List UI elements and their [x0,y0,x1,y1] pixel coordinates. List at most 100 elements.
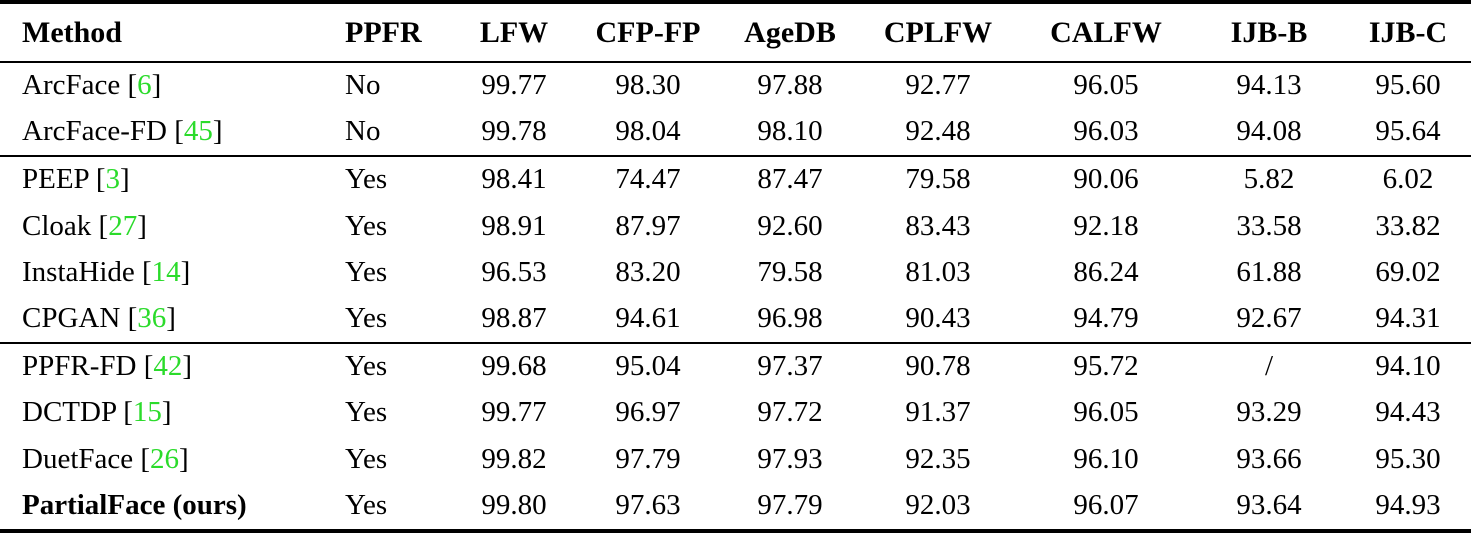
score-cell: 83.20 [615,255,681,288]
score-cell: 94.79 [1073,302,1139,335]
table-header: Method PPFR LFW CFP-FP AgeDB CPLFW CALFW IJB-B I… [0,2,1471,62]
score-cell: 90.06 [1073,163,1139,196]
score-cell: 6.02 [1382,163,1434,196]
column-header-method: Method [22,16,122,49]
score-cell: 99.82 [481,442,547,475]
score-cell: 92.67 [1236,302,1302,335]
score-cell: 61.88 [1236,255,1302,288]
score-cell: 98.10 [757,115,823,148]
column-header-cfp-fp: CFP-FP [595,16,701,49]
citation-link[interactable]: 15 [132,396,162,429]
method-name: PartialFace (ours) [22,488,247,521]
score-cell: 92.77 [905,69,971,102]
ppfr-cell: Yes [345,302,388,335]
citation-link[interactable]: 14 [151,255,181,288]
score-cell: 79.58 [905,163,971,196]
method-name: CPGAN [22,302,121,335]
score-cell: 94.10 [1375,350,1441,383]
method-cell: InstaHide [14] [22,255,191,288]
table-row: PartialFace (ours) Yes 99.80 97.63 97.79 92.0… [0,483,1471,531]
score-cell: 95.04 [615,350,681,383]
score-cell: 33.82 [1375,209,1441,242]
ppfr-cell: No [345,115,381,148]
score-cell: 81.03 [905,255,971,288]
column-header-calfw: CALFW [1050,16,1162,49]
table-group-3: PPFR-FD [42] Yes 99.68 95.04 97.37 90.78 95.72… [0,343,1471,531]
method-cell: PEEP [3] [22,163,130,196]
score-cell: 97.37 [757,350,823,383]
score-cell: 90.43 [905,302,971,335]
table-group-1: ArcFace [6] No 99.77 98.30 97.88 92.77 96.05 94… [0,62,1471,156]
table-group-2: PEEP [3] Yes 98.41 74.47 87.47 79.58 90.06 5.82… [0,156,1471,343]
score-cell: 93.64 [1236,488,1302,521]
score-cell: 96.07 [1073,488,1139,521]
column-header-ijb-b: IJB-B [1230,16,1308,49]
score-cell: 98.30 [615,69,681,102]
score-cell: 98.04 [615,115,681,148]
ppfr-cell: Yes [345,488,388,521]
table-row: PEEP [3] Yes 98.41 74.47 87.47 79.58 90.06 5.82… [0,156,1471,203]
method-name: InstaHide [22,255,135,288]
score-cell: 95.72 [1073,350,1139,383]
score-cell: 93.29 [1236,396,1302,429]
score-cell: 99.77 [481,69,547,102]
score-cell: 99.68 [481,350,547,383]
score-cell: 95.30 [1375,442,1441,475]
score-cell: 83.43 [905,209,971,242]
score-cell: 98.41 [481,163,547,196]
score-cell: 79.58 [757,255,823,288]
header-row: Method PPFR LFW CFP-FP AgeDB CPLFW CALFW IJB-B I… [0,2,1471,62]
column-header-agedb: AgeDB [744,16,836,49]
score-cell: 33.58 [1236,209,1302,242]
citation-link[interactable]: 3 [105,163,121,196]
citation-link[interactable]: 26 [150,442,180,475]
method-cell: PartialFace (ours) [0,483,341,531]
score-cell: 92.48 [905,115,971,148]
score-cell: 94.08 [1236,115,1302,148]
score-cell: 97.93 [757,442,823,475]
score-cell: 94.61 [615,302,681,335]
citation-link[interactable]: 45 [183,115,213,148]
method-name: Cloak [22,209,92,242]
score-cell: 96.03 [1073,115,1139,148]
score-cell: 92.03 [905,488,971,521]
method-name: PEEP [22,163,89,196]
score-cell: 96.98 [757,302,823,335]
method-name: DCTDP [22,396,116,429]
citation-link[interactable]: 6 [137,69,152,102]
score-cell: 97.79 [757,488,823,521]
method-cell: PPFR-FD [42] [22,350,193,383]
table-row: DuetFace [26] Yes 99.82 97.79 97.93 92.35 96.1… [0,437,1471,483]
score-cell: 87.97 [615,209,681,242]
citation-link[interactable]: 36 [137,302,167,335]
method-name: DuetFace [22,442,134,475]
score-cell: 95.60 [1375,69,1441,102]
score-cell: 92.18 [1073,209,1139,242]
ppfr-cell: Yes [345,163,388,196]
table-row: PPFR-FD [42] Yes 99.68 95.04 97.37 90.78 95.72… [0,343,1471,390]
method-name: PPFR-FD [22,350,137,383]
score-cell: 69.02 [1375,255,1441,288]
score-cell: 94.93 [1375,488,1441,521]
column-header-lfw: LFW [479,16,549,49]
score-cell: 96.97 [615,396,681,429]
column-header-ppfr: PPFR [345,16,422,49]
citation-link[interactable]: 42 [153,350,183,383]
score-cell: 99.77 [481,396,547,429]
score-cell: 94.43 [1375,396,1441,429]
citation-link[interactable]: 27 [108,209,138,242]
table-row: DCTDP [15] Yes 99.77 96.97 97.72 91.37 96.05 93… [0,390,1471,436]
column-header-ijb-c: IJB-C [1368,16,1448,49]
column-header-cplfw: CPLFW [883,16,993,49]
table-row: CPGAN [36] Yes 98.87 94.61 96.98 90.43 94.79 92… [0,296,1471,343]
score-cell: 95.64 [1375,115,1441,148]
score-cell: 96.53 [481,255,547,288]
method-name: ArcFace-FD [22,115,167,148]
score-cell: 98.87 [481,302,547,335]
ppfr-cell: Yes [345,350,388,383]
score-cell: 5.82 [1243,163,1295,196]
score-cell: 90.78 [905,350,971,383]
method-cell: Cloak [27] [22,209,147,242]
score-cell: 86.24 [1073,255,1139,288]
score-cell: 96.05 [1073,396,1139,429]
